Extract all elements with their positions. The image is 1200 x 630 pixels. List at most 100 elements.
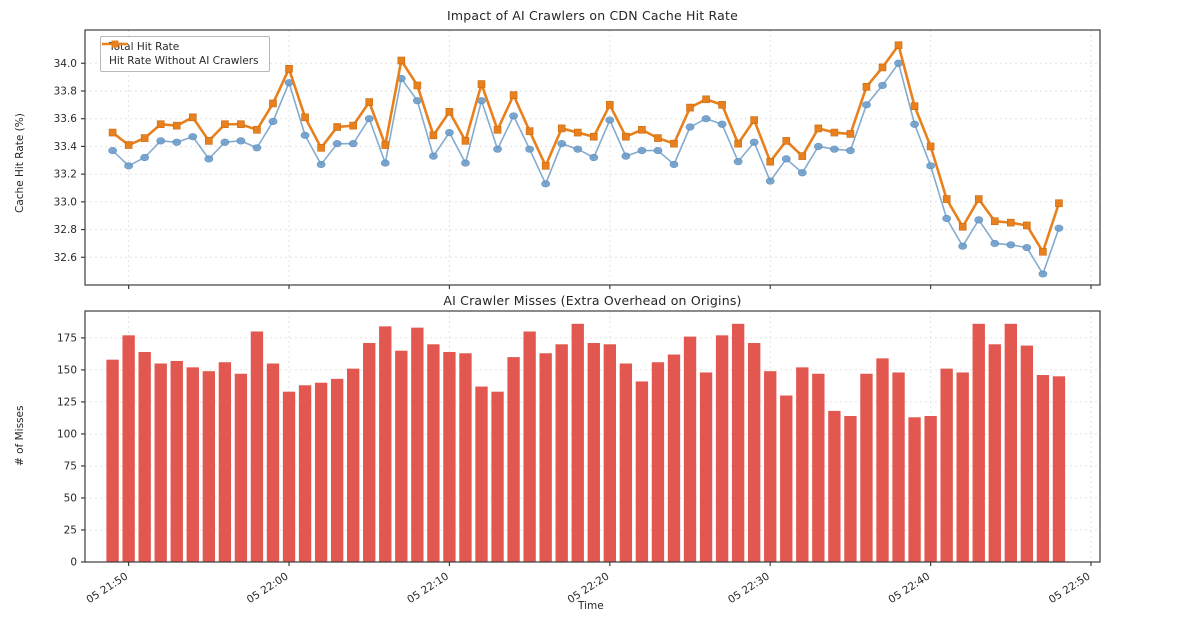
data-point-square: [589, 132, 598, 141]
data-point-square: [782, 137, 791, 145]
data-point-square: [156, 120, 165, 129]
miss-bar: [539, 353, 552, 562]
data-point-square: [445, 107, 454, 116]
data-point-circle: [958, 242, 968, 250]
data-point-square: [990, 217, 999, 226]
data-point-circle: [974, 216, 984, 224]
data-point-circle: [156, 137, 166, 145]
miss-bar: [844, 416, 857, 562]
legend-label-without-ai-crawlers: Hit Rate Without AI Crawlers: [109, 55, 259, 67]
data-point-circle: [653, 146, 663, 155]
data-point-square: [718, 101, 726, 109]
data-point-square: [814, 124, 823, 133]
data-point-circle: [461, 159, 470, 167]
data-point-circle: [573, 145, 583, 153]
data-point-circle: [990, 239, 1000, 248]
data-point-circle: [605, 116, 615, 124]
miss-bar: [699, 372, 713, 562]
data-point-circle: [685, 123, 695, 131]
miss-bar: [282, 391, 296, 562]
data-point-circle: [910, 120, 919, 128]
data-point-square: [894, 41, 903, 50]
data-point-square: [188, 113, 197, 122]
data-point-square: [333, 123, 341, 131]
miss-bar: [138, 351, 151, 562]
data-point-square: [926, 142, 935, 151]
data-point-square: [606, 101, 614, 109]
data-point-circle: [541, 180, 551, 188]
y-tick-label: 125: [57, 396, 77, 408]
data-point-circle: [765, 177, 775, 185]
miss-bar: [459, 353, 472, 562]
data-point-square: [397, 56, 406, 65]
data-point-square: [317, 143, 325, 152]
data-point-circle: [1054, 224, 1064, 232]
miss-bar: [507, 357, 520, 562]
x-tick-label: 05 22:30: [726, 570, 772, 606]
miss-bar: [347, 368, 360, 562]
data-point-square: [1039, 247, 1047, 256]
miss-bar: [154, 363, 167, 562]
data-point-circle: [300, 131, 310, 139]
y-tick-label: 33.4: [54, 141, 78, 153]
y-tick-label: 33.6: [54, 113, 78, 125]
x-tick-label: 05 22:10: [405, 570, 451, 606]
data-point-circle: [669, 160, 679, 169]
miss-bar: [250, 331, 264, 562]
miss-bar: [780, 395, 793, 562]
y-tick-label: 32.8: [54, 224, 77, 236]
data-point-square: [910, 102, 919, 111]
miss-bar: [748, 343, 761, 562]
miss-bar: [812, 373, 825, 562]
data-point-square: [702, 95, 710, 104]
legend-row-without-ai-crawlers: Hit Rate Without AI Crawlers: [102, 40, 259, 68]
data-point-square: [237, 120, 245, 129]
data-point-circle: [188, 133, 198, 141]
data-point-square: [493, 125, 502, 134]
miss-bar: [908, 417, 921, 562]
miss-bar: [876, 358, 889, 562]
data-point-square: [429, 131, 438, 140]
data-point-circle: [252, 144, 262, 152]
miss-bar: [443, 351, 456, 562]
legend-line-square-icon: [102, 40, 128, 48]
miss-bar: [635, 381, 649, 562]
data-point-circle: [509, 112, 518, 120]
miss-bar: [956, 372, 969, 562]
data-point-square: [124, 141, 133, 149]
miss-bar: [603, 344, 616, 562]
miss-bar: [1052, 376, 1066, 562]
data-point-circle: [445, 128, 454, 137]
y-tick-label: 33.0: [54, 196, 77, 208]
data-point-square: [269, 99, 277, 108]
miss-bar: [715, 335, 729, 562]
miss-bar: [234, 373, 248, 562]
legend-box[interactable]: Total Hit Rate Hit Rate Without AI Crawl…: [100, 36, 270, 72]
data-point-circle: [829, 145, 839, 153]
data-point-square: [381, 141, 390, 149]
x-tick-label: 05 22:20: [566, 570, 612, 606]
bottom-chart-frame: [84, 310, 1101, 563]
data-point-circle: [781, 155, 791, 163]
data-point-square: [974, 195, 983, 203]
bottom-chart-xlabel: Time: [578, 600, 604, 612]
x-tick-label: 05 22:40: [886, 570, 932, 606]
data-point-circle: [140, 153, 150, 162]
chart-panel: 32.6 32.8 33.0 33.2 33.4 33.6 33.8 34.0: [54, 29, 1101, 289]
miss-bar: [731, 323, 745, 562]
miss-bar: [683, 336, 697, 562]
miss-bar: [218, 362, 232, 562]
data-point-circle: [364, 115, 374, 123]
data-point-circle: [412, 97, 422, 105]
data-point-circle: [894, 59, 903, 67]
miss-bar: [924, 416, 937, 562]
data-point-square: [878, 63, 887, 72]
data-point-circle: [204, 155, 214, 163]
miss-bar: [988, 344, 1001, 562]
data-point-circle: [926, 162, 936, 170]
miss-bar: [491, 391, 504, 562]
miss-bar: [298, 385, 312, 562]
data-point-square: [461, 137, 470, 145]
data-point-square: [670, 139, 678, 148]
data-point-circle: [236, 137, 246, 145]
